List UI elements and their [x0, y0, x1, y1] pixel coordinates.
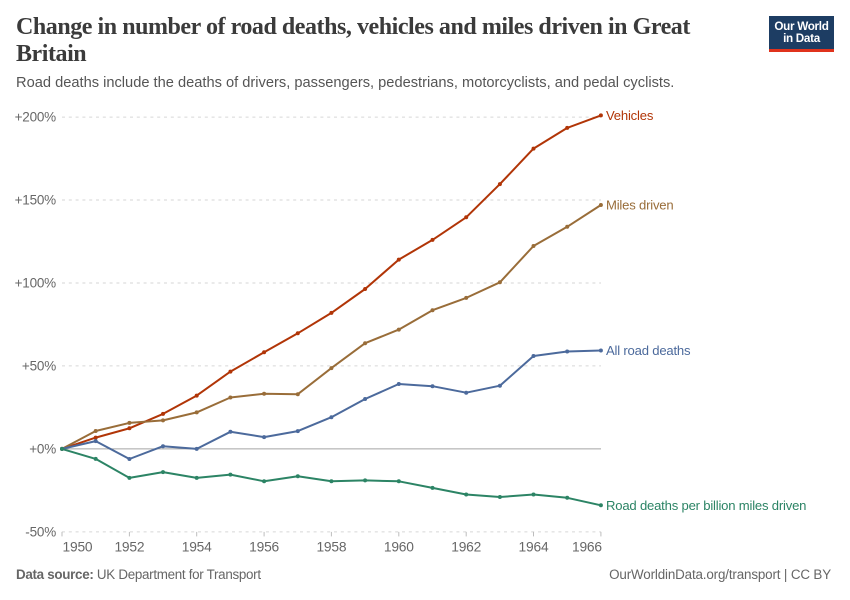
svg-text:1966: 1966 [572, 540, 602, 555]
svg-text:Road deaths per billion miles: Road deaths per billion miles driven [606, 498, 806, 513]
svg-text:1960: 1960 [384, 540, 414, 555]
svg-text:1958: 1958 [316, 540, 346, 555]
svg-text:+200%: +200% [15, 110, 57, 125]
svg-text:+0%: +0% [29, 442, 56, 457]
svg-text:1964: 1964 [519, 540, 549, 555]
svg-text:+50%: +50% [22, 359, 56, 374]
svg-text:1954: 1954 [182, 540, 212, 555]
svg-text:Vehicles: Vehicles [606, 108, 654, 123]
svg-text:1952: 1952 [114, 540, 144, 555]
svg-text:+100%: +100% [15, 276, 57, 291]
svg-text:-50%: -50% [25, 525, 56, 540]
svg-text:+150%: +150% [15, 193, 57, 208]
svg-text:1962: 1962 [451, 540, 481, 555]
svg-text:1950: 1950 [63, 540, 93, 555]
svg-text:All road deaths: All road deaths [606, 343, 691, 358]
svg-text:Miles driven: Miles driven [606, 198, 673, 213]
svg-text:1956: 1956 [249, 540, 279, 555]
